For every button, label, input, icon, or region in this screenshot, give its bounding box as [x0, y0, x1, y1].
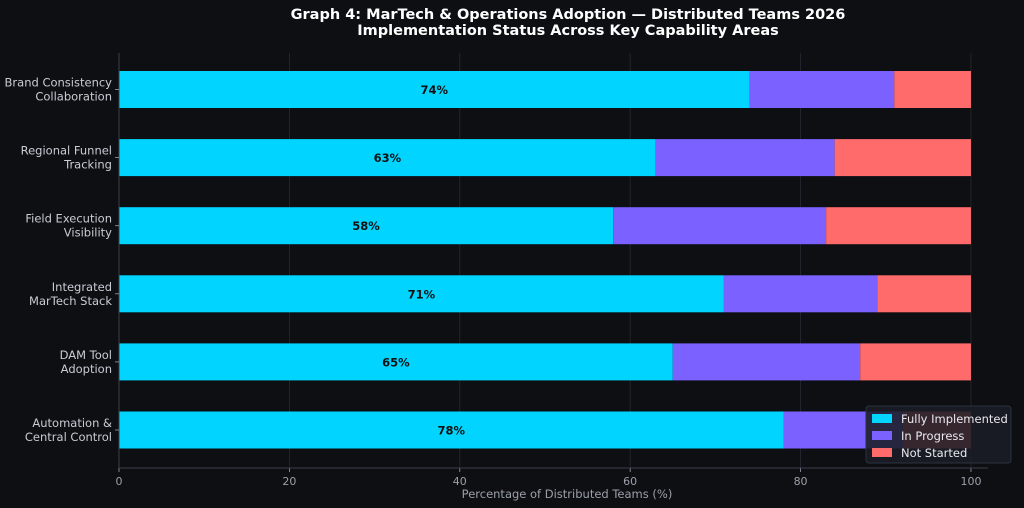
bar-segment: [119, 275, 724, 313]
bar-segment: [119, 207, 614, 245]
x-tick-label: 20: [282, 475, 296, 488]
data-label: 74%: [420, 83, 448, 97]
bar-segment: [834, 139, 971, 177]
legend-swatch: [872, 431, 892, 440]
legend-box: [865, 405, 1012, 464]
bar-segment: [119, 139, 656, 177]
bar-segment: [655, 139, 835, 177]
y-tick-label-line: Automation &: [32, 416, 112, 430]
legend-label: Fully Implemented: [901, 412, 1008, 426]
bar-segment: [894, 71, 971, 108]
bar-segment: [723, 275, 878, 313]
y-tick-label-line: Tracking: [63, 158, 112, 172]
chart-subtitle: Implementation Status Across Key Capabil…: [357, 23, 778, 39]
legend-label: Not Started: [901, 446, 967, 460]
y-tick-label-line: Visibility: [64, 226, 112, 240]
y-tick-label-line: Integrated: [52, 280, 112, 294]
y-tick-label-line: MarTech Stack: [29, 294, 112, 308]
labels-layer: 74% 63% 58% 71% 65% 78%: [352, 83, 465, 438]
legend-label: In Progress: [901, 429, 964, 443]
y-tick-label: Brand Consistency Collaboration: [5, 76, 113, 104]
bar-segment: [860, 343, 971, 381]
bar-segment: [826, 207, 971, 245]
bar-segment: [119, 411, 784, 449]
y-tick-label: Regional Funnel Tracking: [21, 144, 112, 172]
bar-segment: [672, 343, 861, 381]
x-axis-label: Percentage of Distributed Teams (%): [462, 487, 673, 501]
y-tick-label-line: Brand Consistency: [5, 76, 113, 90]
legend: Fully Implemented In Progress Not Started: [865, 405, 1012, 464]
y-tick-label-line: DAM Tool: [60, 348, 112, 362]
data-label: 63%: [374, 151, 402, 165]
y-tick-label: Automation & Central Control: [25, 416, 112, 444]
y-tick-label: Integrated MarTech Stack: [29, 280, 112, 308]
bars-layer: [119, 71, 971, 449]
y-tick-label-line: Collaboration: [35, 90, 112, 104]
x-tick-label: 100: [960, 475, 981, 488]
legend-swatch: [872, 414, 892, 423]
legend-swatch: [872, 448, 892, 457]
bar-segment: [613, 207, 827, 245]
data-label: 78%: [437, 424, 465, 438]
y-tick-label-line: Central Control: [25, 430, 112, 444]
x-tick-label: 60: [623, 475, 637, 488]
bar-segment: [749, 71, 895, 108]
bar-segment: [877, 275, 971, 313]
bar-segment: [119, 71, 750, 108]
y-tick-label: Field Execution Visibility: [25, 212, 112, 240]
y-tick-label-line: Adoption: [61, 362, 112, 376]
x-tick-label: 0: [116, 475, 123, 488]
x-tick-label: 40: [453, 475, 467, 488]
grid-layer: [118, 53, 972, 468]
axes-layer: 0 20 40 60 80 100 Brand Consistency Collaborati…: [5, 53, 988, 488]
x-tick-label: 80: [794, 475, 808, 488]
y-tick-label: DAM Tool Adoption: [60, 348, 112, 376]
y-tick-label-line: Regional Funnel: [21, 144, 112, 158]
data-label: 58%: [352, 219, 380, 233]
data-label: 71%: [408, 287, 436, 301]
bar-segment: [119, 343, 673, 381]
data-label: 65%: [382, 355, 410, 369]
y-tick-label-line: Field Execution: [25, 212, 112, 226]
chart-title: Graph 4: MarTech & Operations Adoption —…: [291, 7, 846, 23]
